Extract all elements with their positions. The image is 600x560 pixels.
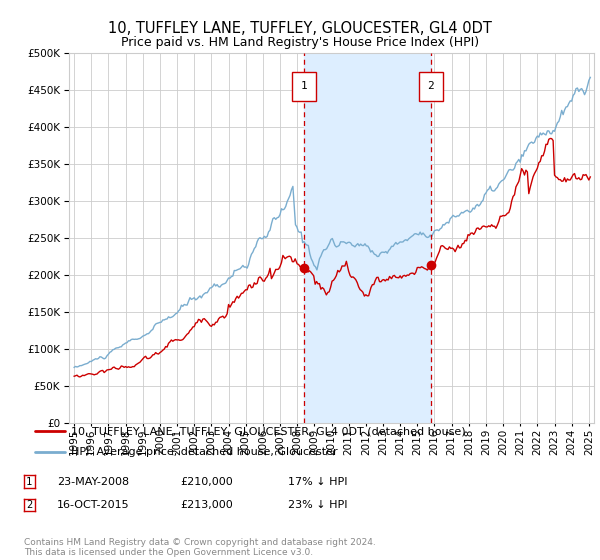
Text: 2: 2 xyxy=(427,81,434,91)
Text: 10, TUFFLEY LANE, TUFFLEY, GLOUCESTER, GL4 0DT: 10, TUFFLEY LANE, TUFFLEY, GLOUCESTER, G… xyxy=(108,21,492,36)
FancyBboxPatch shape xyxy=(419,72,443,101)
Text: 10, TUFFLEY LANE, TUFFLEY, GLOUCESTER, GL4 0DT (detached house): 10, TUFFLEY LANE, TUFFLEY, GLOUCESTER, G… xyxy=(71,426,466,436)
Text: 17% ↓ HPI: 17% ↓ HPI xyxy=(288,477,347,487)
Text: 23% ↓ HPI: 23% ↓ HPI xyxy=(288,500,347,510)
Text: HPI: Average price, detached house, Gloucester: HPI: Average price, detached house, Glou… xyxy=(71,447,338,458)
Bar xyxy=(304,53,431,423)
Text: 1: 1 xyxy=(301,81,307,91)
Text: £213,000: £213,000 xyxy=(180,500,233,510)
Text: 16-OCT-2015: 16-OCT-2015 xyxy=(57,500,130,510)
Text: 23-MAY-2008: 23-MAY-2008 xyxy=(57,477,129,487)
Text: 1: 1 xyxy=(26,477,32,487)
Text: Price paid vs. HM Land Registry's House Price Index (HPI): Price paid vs. HM Land Registry's House … xyxy=(121,36,479,49)
Text: Contains HM Land Registry data © Crown copyright and database right 2024.
This d: Contains HM Land Registry data © Crown c… xyxy=(24,538,376,557)
Text: £210,000: £210,000 xyxy=(180,477,233,487)
Text: 2: 2 xyxy=(26,500,32,510)
FancyBboxPatch shape xyxy=(292,72,316,101)
